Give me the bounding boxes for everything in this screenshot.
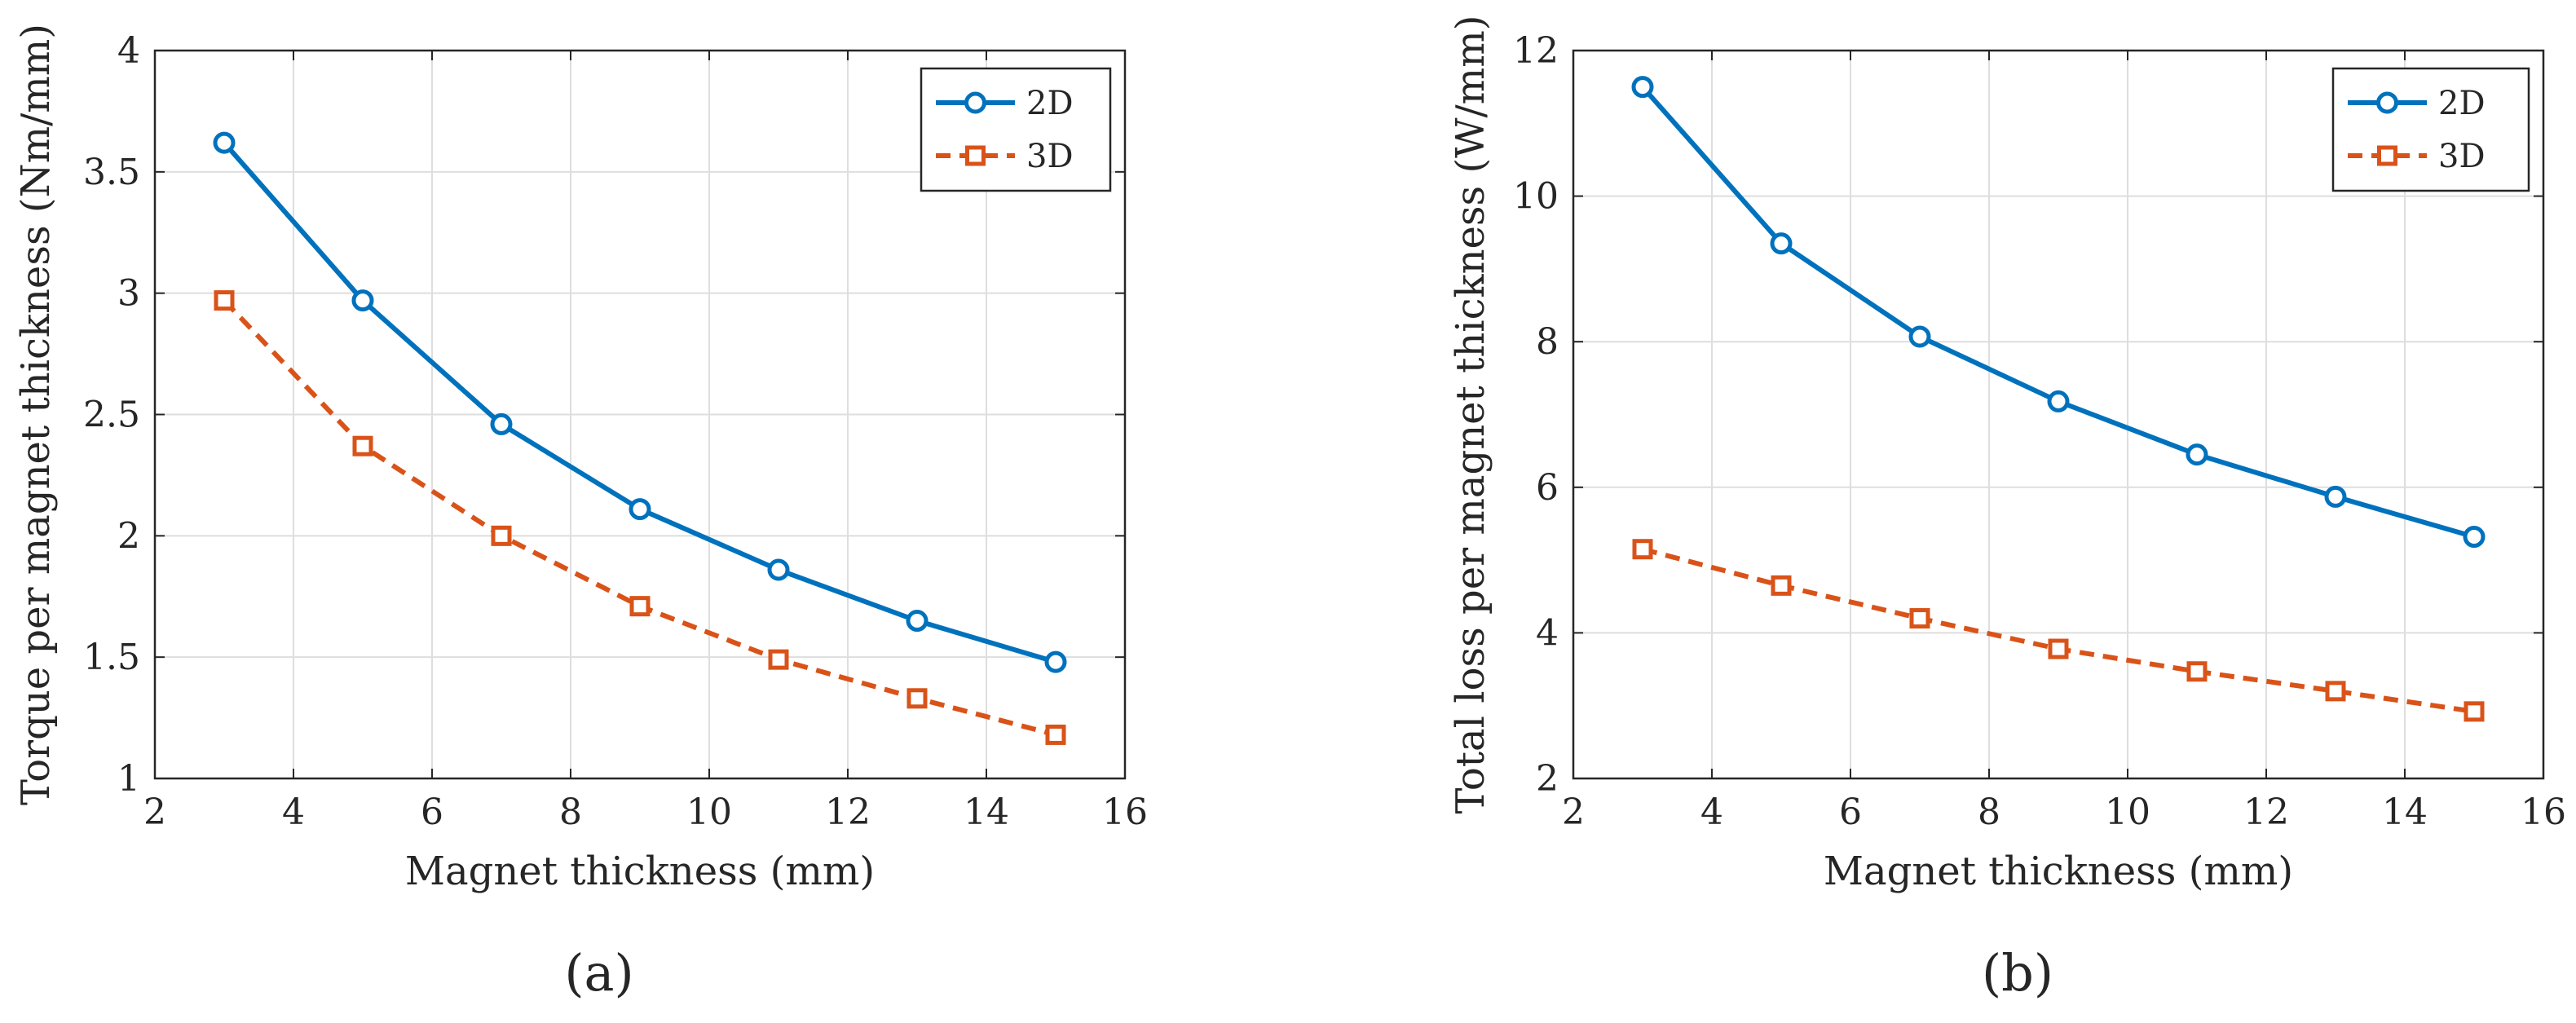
x-axis-label: Magnet thickness (mm): [405, 849, 875, 894]
y-tick-label: 2.5: [83, 395, 140, 436]
data-point-marker: [2047, 390, 2070, 412]
legend-label: 2D: [2438, 85, 2486, 122]
y-tick-label: 3: [117, 273, 140, 315]
y-tick-label: 4: [117, 30, 140, 72]
data-point-marker: [768, 649, 789, 670]
data-point-marker: [213, 131, 236, 154]
data-point-marker: [490, 412, 513, 435]
legend-label: 3D: [1026, 138, 1074, 175]
x-tick-label: 6: [421, 792, 443, 833]
data-point-marker: [1632, 539, 1653, 560]
series-3d: [214, 290, 1066, 745]
data-point-marker: [1770, 232, 1793, 255]
legend-marker: [2376, 91, 2398, 114]
legend-marker: [2377, 145, 2397, 166]
data-point-marker: [2048, 638, 2069, 659]
y-tick-label: 6: [1536, 467, 1559, 509]
x-axis-label: Magnet thickness (mm): [1824, 849, 2293, 894]
data-point-marker: [1631, 76, 1654, 99]
data-point-marker: [2463, 526, 2486, 549]
x-tick-label: 4: [1700, 792, 1723, 833]
x-tick-label: 12: [2243, 792, 2289, 833]
axes-box: [153, 49, 1127, 780]
x-tick-label: 12: [825, 792, 871, 833]
data-point-marker: [2325, 681, 2346, 702]
x-tick-label: 16: [1102, 792, 1148, 833]
y-axis-label: Total loss per magnet thickness (W/mm): [1448, 15, 1493, 814]
x-tick-label: 14: [2382, 792, 2428, 833]
y-tick-label: 10: [1513, 176, 1559, 218]
data-point-marker: [1909, 608, 1930, 629]
y-tick-label: 2: [117, 515, 140, 557]
data-point-marker: [1045, 724, 1066, 745]
panel-label: (a): [564, 943, 633, 1003]
x-tick-label: 6: [1839, 792, 1862, 833]
x-tick-label: 2: [1562, 792, 1585, 833]
data-point-marker: [2186, 661, 2208, 682]
data-point-marker: [1908, 325, 1931, 348]
legend-box: [920, 67, 1112, 192]
legend-marker: [965, 145, 986, 166]
x-tick-label: 10: [2105, 792, 2150, 833]
data-point-marker: [491, 525, 512, 546]
data-point-marker: [2324, 485, 2347, 508]
data-point-marker: [1044, 650, 1067, 673]
y-tick-label: 2: [1536, 758, 1559, 800]
y-tick-label: 1.5: [83, 637, 140, 678]
x-tick-label: 10: [686, 792, 732, 833]
legend-box: [2331, 67, 2530, 192]
legend-label: 3D: [2438, 138, 2486, 175]
chart-panel-a: 2 4 6 8 10 12 14 16 1 1.5 2 2.5 3 3.5 4 Magnet thicknes…: [13, 24, 1148, 1003]
x-tick-label: 8: [559, 792, 582, 833]
data-point-marker: [906, 688, 928, 709]
data-point-marker: [629, 596, 651, 617]
series-3d: [1632, 539, 2485, 722]
x-tick-label: 14: [964, 792, 1009, 833]
x-tick-label: 2: [143, 792, 166, 833]
chart-panel-b: 2 4 6 8 10 12 14 16 2 4 6 8 10 12 Magnet thickness (mm…: [1448, 15, 2566, 1003]
data-point-marker: [2464, 701, 2485, 722]
x-tick-label: 16: [2521, 792, 2566, 833]
panel-label: (b): [1982, 943, 2053, 1003]
y-axis-label: Torque per magnet thickness (Nm/mm): [13, 24, 59, 805]
series-2d: [213, 131, 1067, 673]
data-point-marker: [629, 498, 651, 521]
series-2d: [1631, 76, 2486, 549]
y-tick-label: 4: [1536, 612, 1559, 654]
data-point-marker: [767, 558, 790, 581]
data-point-marker: [352, 435, 373, 456]
x-tick-label: 8: [1978, 792, 2000, 833]
data-point-marker: [351, 289, 374, 312]
y-tick-label: 12: [1513, 30, 1559, 72]
legend-label: 2D: [1026, 85, 1074, 122]
data-point-marker: [2186, 443, 2208, 466]
y-tick-label: 8: [1536, 321, 1559, 363]
data-point-marker: [906, 610, 929, 633]
y-tick-label: 1: [117, 758, 140, 800]
x-tick-label: 4: [282, 792, 305, 833]
data-point-marker: [214, 290, 235, 311]
axes-box: [1572, 49, 2545, 780]
data-point-marker: [1771, 575, 1792, 596]
y-tick-label: 3.5: [83, 152, 140, 193]
legend-marker: [964, 91, 986, 114]
